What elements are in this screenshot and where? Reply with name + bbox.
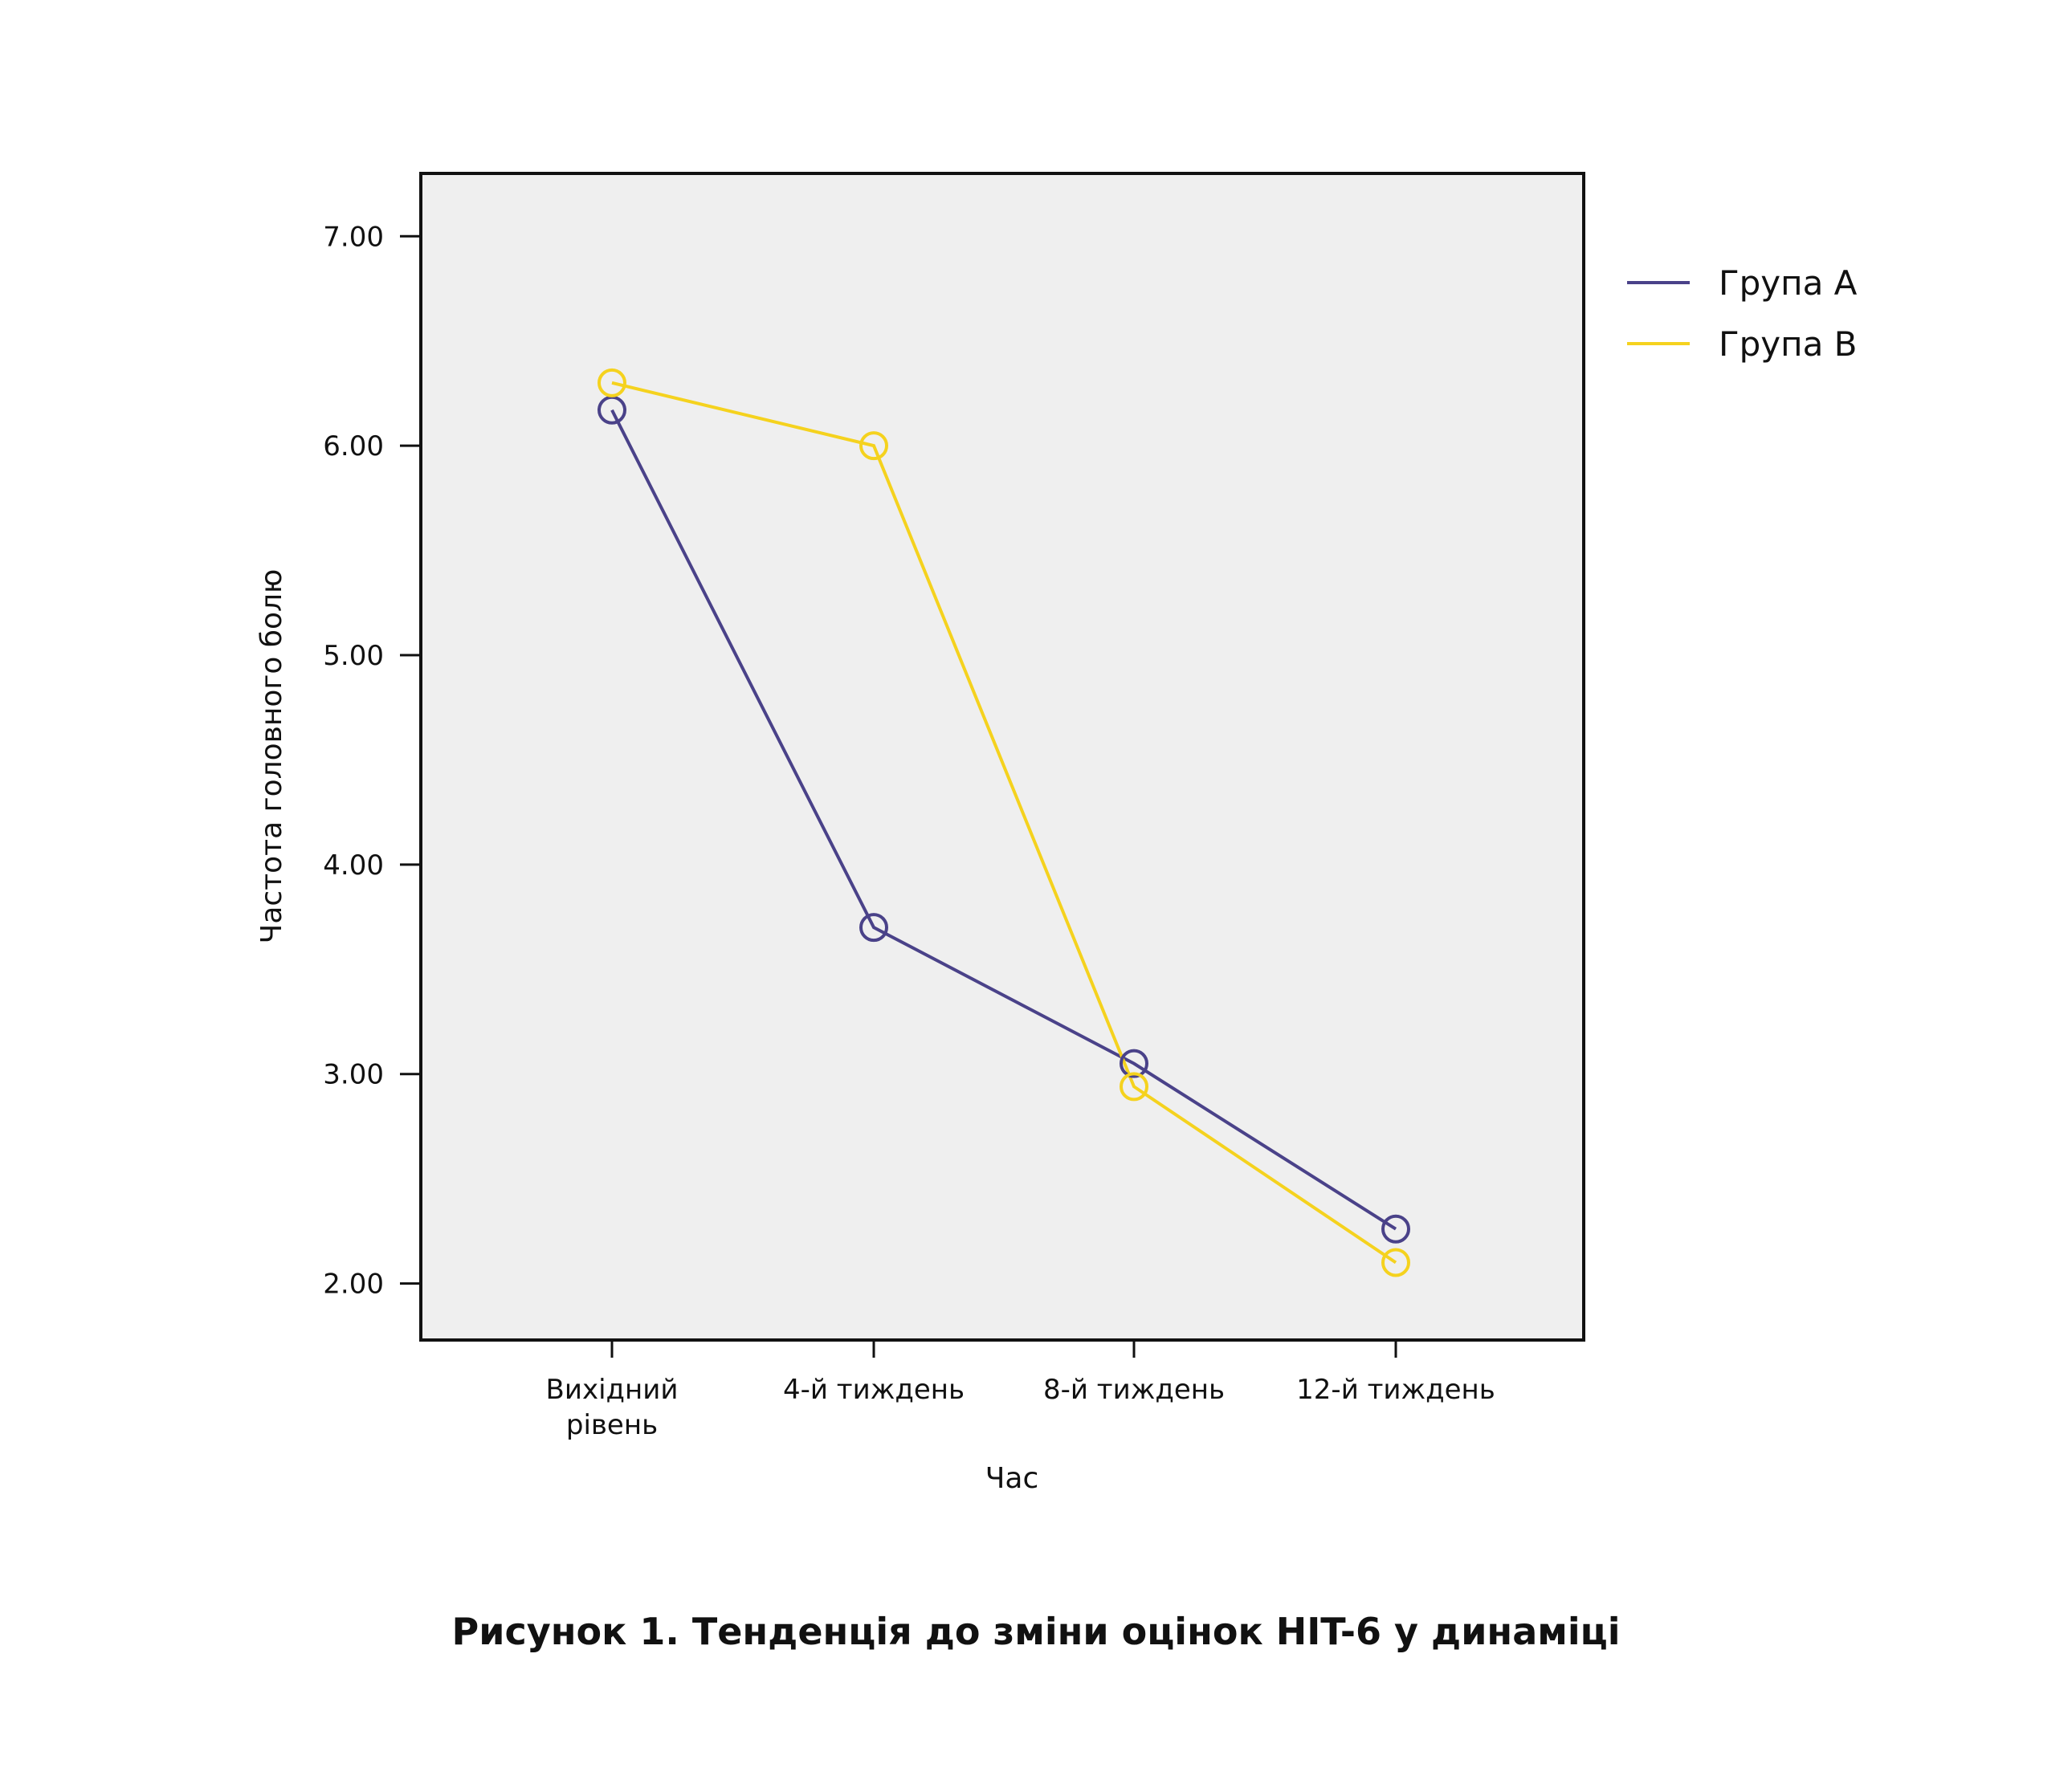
series-layer — [598, 368, 1410, 1277]
data-point — [1120, 1049, 1148, 1078]
legend-label: Група А — [1719, 263, 1858, 303]
data-point — [1381, 1214, 1410, 1244]
y-tick-label: 2.00 — [323, 1269, 384, 1301]
data-point — [598, 368, 626, 397]
x-tick-label: Вихідний — [546, 1374, 679, 1406]
data-point — [1381, 1248, 1410, 1277]
y-axis-title: Частота головного болю — [255, 569, 288, 944]
data-point — [859, 431, 888, 461]
x-tick-label: 4-й тиждень — [783, 1374, 965, 1406]
y-axis: 2.00 3.00 4.00 5.00 6.00 7.00 — [323, 221, 421, 1301]
y-tick-label: 7.00 — [323, 221, 384, 253]
x-tick-label: 8-й тиждень — [1043, 1374, 1225, 1406]
x-axis-title: Час — [985, 1462, 1039, 1495]
figure-caption: Рисунок 1. Тенденція до зміни оцінок HIT… — [451, 1610, 1621, 1653]
y-tick-label: 6.00 — [323, 430, 384, 462]
legend-label: Група В — [1719, 324, 1858, 364]
series-line — [610, 409, 1397, 1231]
y-tick-label: 4.00 — [323, 849, 384, 882]
y-tick-label: 5.00 — [323, 640, 384, 672]
x-tick-label: рівень — [566, 1409, 658, 1441]
data-point — [1120, 1072, 1148, 1102]
plot-area — [419, 172, 1585, 1342]
series-line — [611, 381, 1397, 1265]
data-point — [859, 913, 888, 943]
x-tick-label: 12-й тиждень — [1296, 1374, 1495, 1406]
y-tick-label: 3.00 — [323, 1059, 384, 1091]
legend: Група А Група В — [1627, 263, 1858, 364]
